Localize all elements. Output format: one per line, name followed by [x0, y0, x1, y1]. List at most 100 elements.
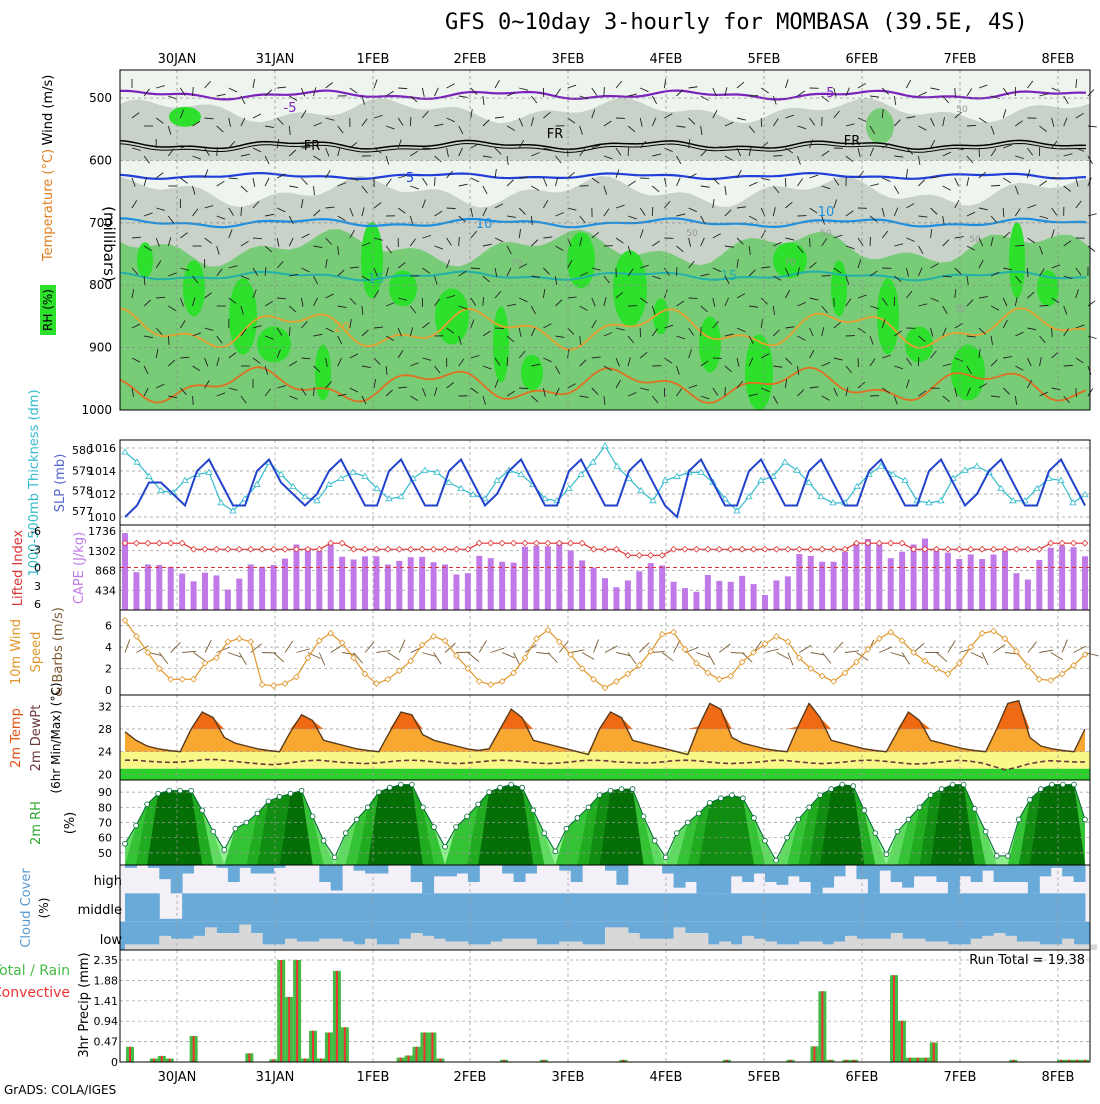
- lifted-index-marker: [842, 546, 848, 552]
- cape-bar: [465, 573, 471, 610]
- cloud-low-bar: [468, 944, 480, 950]
- wind-speed-marker: [716, 676, 722, 682]
- cape-bar: [499, 562, 505, 610]
- cloud-high-bar: [914, 865, 926, 876]
- date-label-top: 7FEB: [944, 52, 977, 67]
- wind-barb: [447, 208, 456, 209]
- cloud-high-bar: [891, 865, 903, 882]
- wind-axis-label: Speed: [29, 632, 44, 673]
- cloud-high-bar: [376, 865, 388, 874]
- lifted-index-marker: [808, 546, 814, 552]
- lifted-index-marker: [134, 540, 140, 546]
- cape-bar: [751, 584, 757, 610]
- cape-bar: [168, 567, 174, 610]
- cloud-axis-label: Cloud Cover: [19, 868, 34, 948]
- rh-axis-label: 2m RH: [29, 801, 44, 845]
- cloud-high-bar: [616, 865, 628, 885]
- wind-speed-marker: [819, 673, 825, 679]
- rh-marker: [862, 808, 867, 813]
- lifted-index-tick-label: 0: [34, 562, 41, 575]
- cloud-low-bar: [342, 942, 354, 951]
- cloud-low-bar: [674, 927, 686, 950]
- rh-marker: [895, 829, 900, 834]
- cloud-middle-bar: [982, 893, 994, 921]
- rh-marker: [487, 790, 492, 795]
- wind-barb-10m: [719, 644, 730, 653]
- cloud-high-bar: [456, 865, 468, 874]
- lifted-index-marker: [145, 540, 151, 546]
- cloud-middle-bar: [925, 893, 937, 921]
- cloud-high-bar: [879, 865, 891, 871]
- lifted-index-marker: [602, 546, 608, 552]
- cloud-low-bar: [616, 927, 628, 950]
- cape-bar: [488, 558, 494, 610]
- cloud-middle-bar: [216, 893, 228, 921]
- cape-bar: [453, 575, 459, 610]
- rh-marker: [509, 782, 514, 787]
- cloud-high-bar: [411, 865, 423, 882]
- precip-convective-bar: [423, 1032, 425, 1062]
- cloud-low-bar: [308, 942, 320, 951]
- precip-convective-bar: [408, 1055, 410, 1062]
- cape-bar: [636, 571, 642, 610]
- thickness-marker: [890, 471, 896, 476]
- cape-bar: [408, 557, 414, 610]
- cloud-middle-bar: [1051, 893, 1063, 921]
- cloud-middle-bar: [856, 893, 868, 921]
- wind-barb-10m: [628, 653, 636, 664]
- precip-convective-bar: [304, 1059, 306, 1062]
- cape-bar: [282, 559, 288, 610]
- cloud-high-bar: [1039, 865, 1051, 876]
- thickness-marker: [614, 463, 620, 468]
- cloud-high-bar: [251, 865, 263, 874]
- precip-convective-bar: [280, 960, 282, 1062]
- lifted-index-marker: [442, 546, 448, 552]
- cloud-high-bar: [971, 865, 983, 882]
- cloud-low-bar: [765, 942, 777, 951]
- cloud-middle-bar: [605, 893, 617, 921]
- cloud-low-bar: [696, 933, 708, 950]
- rh-marker: [332, 855, 337, 860]
- cloud-middle-bar: [342, 893, 354, 921]
- cloud-high-bar: [662, 865, 674, 874]
- cloud-high-bar: [765, 865, 777, 882]
- cloud-middle-bar: [514, 893, 526, 921]
- cloud-high-bar: [571, 865, 583, 882]
- rh-tick-label: 80: [98, 801, 112, 814]
- xsection-ylabel: (millibars): [100, 206, 118, 282]
- rh-marker: [807, 805, 812, 810]
- cloud-layer-label: middle: [78, 903, 122, 918]
- cloud-high-bar: [902, 865, 914, 888]
- cloud-low-bar: [194, 936, 206, 950]
- rh-marker: [376, 790, 381, 795]
- date-label-bottom: 5FEB: [748, 1070, 781, 1085]
- cloud-middle-bar: [719, 893, 731, 921]
- cloud-middle-bar: [434, 893, 446, 921]
- precip-convective-bar: [312, 1031, 314, 1062]
- rh-contour-label: 50: [969, 235, 981, 245]
- precip-convective-bar: [400, 1058, 402, 1062]
- rh-marker: [365, 805, 370, 810]
- wind-barb: [519, 388, 528, 389]
- cloud-middle-bar: [788, 893, 800, 921]
- cloud-middle-bar: [639, 893, 651, 921]
- cloud-middle-bar: [936, 893, 948, 921]
- lifted-index-tick-label: 6: [34, 598, 41, 611]
- cape-bar: [956, 559, 962, 610]
- rh-marker: [1016, 817, 1021, 822]
- run-total-label: Run Total = 19.38: [969, 953, 1085, 968]
- cloud-high-bar: [319, 865, 331, 882]
- cloud-low-bar: [148, 944, 160, 950]
- cloud-low-bar: [1016, 942, 1028, 951]
- wind-barb-10m: [1028, 642, 1037, 653]
- wind-barb-10m: [1039, 650, 1053, 652]
- rh-marker: [564, 826, 569, 831]
- cape-bar: [248, 564, 254, 610]
- rh-marker: [674, 831, 679, 836]
- cape-bar: [625, 580, 631, 610]
- cloud-middle-bar: [136, 893, 148, 921]
- rh-marker: [619, 787, 624, 792]
- precip-convective-bar: [169, 1059, 171, 1062]
- rh-marker: [950, 782, 955, 787]
- rh-marker: [785, 835, 790, 840]
